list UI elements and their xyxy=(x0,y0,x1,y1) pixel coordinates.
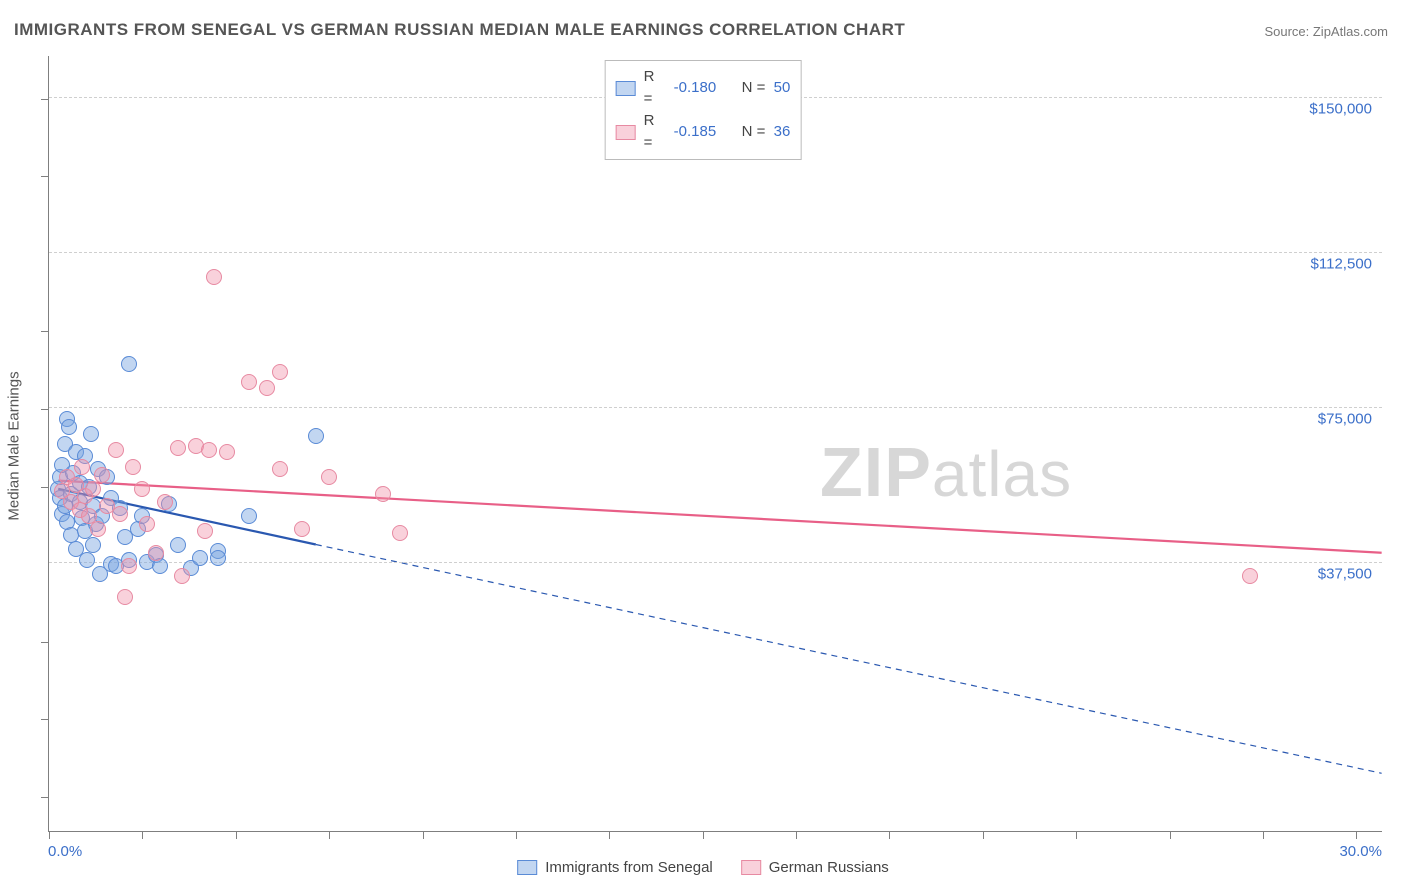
y-tick-label: $112,500 xyxy=(1311,256,1372,273)
data-point xyxy=(219,444,235,460)
gridline-h xyxy=(49,252,1382,253)
legend-r-label-1: R = xyxy=(644,66,666,110)
y-tick xyxy=(41,99,49,100)
x-tick xyxy=(609,831,610,839)
data-point xyxy=(210,550,226,566)
series-legend-item-1: Immigrants from Senegal xyxy=(517,859,713,876)
x-tick xyxy=(236,831,237,839)
data-point xyxy=(139,516,155,532)
data-point xyxy=(85,537,101,553)
data-point xyxy=(1242,568,1258,584)
data-point xyxy=(94,467,110,483)
x-tick xyxy=(423,831,424,839)
chart-plot-area: $37,500 $75,000 $112,500 $150,000 xyxy=(48,56,1382,832)
data-point xyxy=(174,568,190,584)
data-point xyxy=(259,380,275,396)
data-point xyxy=(241,374,257,390)
source-label: Source: ZipAtlas.com xyxy=(1264,24,1388,39)
legend-row-2: R = -0.185 N = 36 xyxy=(616,110,791,154)
series-label-1: Immigrants from Senegal xyxy=(545,859,713,876)
data-point xyxy=(90,521,106,537)
y-tick xyxy=(41,487,49,488)
x-tick xyxy=(1356,831,1357,839)
x-axis-start-label: 0.0% xyxy=(48,843,82,860)
data-point xyxy=(121,558,137,574)
legend-n-value-1: 50 xyxy=(774,77,791,99)
data-point xyxy=(197,523,213,539)
x-tick xyxy=(49,831,50,839)
data-point xyxy=(392,525,408,541)
legend-n-label-1: N = xyxy=(742,77,766,99)
y-axis-title: Median Male Earnings xyxy=(6,371,23,520)
legend-swatch-1 xyxy=(616,81,636,96)
data-point xyxy=(201,442,217,458)
data-point xyxy=(74,459,90,475)
data-point xyxy=(294,521,310,537)
x-tick xyxy=(1263,831,1264,839)
x-tick xyxy=(703,831,704,839)
x-tick xyxy=(796,831,797,839)
x-axis-end-label: 30.0% xyxy=(1339,843,1382,860)
series-legend-item-2: German Russians xyxy=(741,859,889,876)
data-point xyxy=(206,269,222,285)
data-point xyxy=(121,356,137,372)
series-legend: Immigrants from Senegal German Russians xyxy=(517,859,889,876)
y-tick xyxy=(41,331,49,332)
x-tick xyxy=(329,831,330,839)
trend-lines-layer xyxy=(49,56,1382,831)
correlation-legend: R = -0.180 N = 50 R = -0.185 N = 36 xyxy=(605,60,802,160)
legend-row-1: R = -0.180 N = 50 xyxy=(616,66,791,110)
x-tick xyxy=(142,831,143,839)
x-tick xyxy=(1170,831,1171,839)
data-point xyxy=(79,552,95,568)
data-point xyxy=(134,481,150,497)
legend-r-value-2: -0.185 xyxy=(674,121,734,143)
data-point xyxy=(321,469,337,485)
data-point xyxy=(272,364,288,380)
data-point xyxy=(112,506,128,522)
x-tick xyxy=(516,831,517,839)
legend-n-value-2: 36 xyxy=(774,121,791,143)
y-tick-label: $37,500 xyxy=(1318,565,1372,582)
data-point xyxy=(308,428,324,444)
data-point xyxy=(85,481,101,497)
data-point xyxy=(157,494,173,510)
data-point xyxy=(170,537,186,553)
gridline-h xyxy=(49,562,1382,563)
x-tick xyxy=(983,831,984,839)
data-point xyxy=(83,426,99,442)
data-point xyxy=(148,545,164,561)
x-tick xyxy=(889,831,890,839)
y-tick xyxy=(41,176,49,177)
y-tick xyxy=(41,409,49,410)
data-point xyxy=(192,550,208,566)
series-swatch-1 xyxy=(517,860,537,875)
data-point xyxy=(61,419,77,435)
series-label-2: German Russians xyxy=(769,859,889,876)
y-tick-label: $75,000 xyxy=(1318,410,1372,427)
y-tick xyxy=(41,642,49,643)
y-tick-label: $150,000 xyxy=(1309,101,1372,118)
series-swatch-2 xyxy=(741,860,761,875)
data-point xyxy=(117,589,133,605)
legend-r-value-1: -0.180 xyxy=(674,77,734,99)
x-tick xyxy=(1076,831,1077,839)
data-point xyxy=(241,508,257,524)
data-point xyxy=(125,459,141,475)
data-point xyxy=(375,486,391,502)
chart-title: IMMIGRANTS FROM SENEGAL VS GERMAN RUSSIA… xyxy=(14,20,905,40)
data-point xyxy=(272,461,288,477)
data-point xyxy=(108,442,124,458)
legend-swatch-2 xyxy=(616,125,636,140)
legend-n-label-2: N = xyxy=(742,121,766,143)
y-tick xyxy=(41,719,49,720)
gridline-h xyxy=(49,407,1382,408)
y-tick xyxy=(41,797,49,798)
data-point xyxy=(170,440,186,456)
legend-r-label-2: R = xyxy=(644,110,666,154)
